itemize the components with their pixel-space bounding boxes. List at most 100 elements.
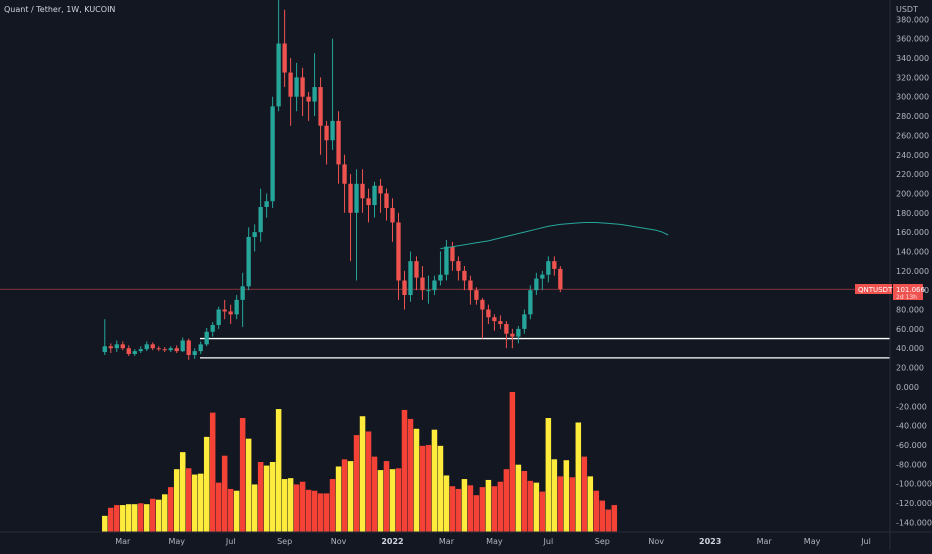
candle[interactable] xyxy=(354,169,359,281)
x-axis[interactable]: Mar May Jul Sep Nov 2022 Mar May Jul Sep Nov 2023 Ma… xyxy=(115,537,871,546)
candle[interactable] xyxy=(558,266,563,293)
candle-body xyxy=(354,183,359,213)
y-axis[interactable]: -140.000 -120.000 -100.000 -80.000 -60.000 -4… xyxy=(896,15,932,527)
candle[interactable] xyxy=(120,341,125,351)
candle[interactable] xyxy=(282,9,287,88)
candle-body xyxy=(168,348,173,351)
candle[interactable] xyxy=(180,337,185,353)
volume-bar xyxy=(401,409,408,532)
x-tick-label: Sep xyxy=(595,537,610,546)
candle[interactable] xyxy=(216,306,221,329)
candle[interactable] xyxy=(414,256,419,291)
candle-body xyxy=(180,340,185,352)
candle[interactable] xyxy=(324,120,329,165)
candle[interactable] xyxy=(462,266,467,291)
candle[interactable] xyxy=(372,181,377,218)
candle[interactable] xyxy=(402,270,407,310)
candle[interactable] xyxy=(390,198,395,242)
candle[interactable] xyxy=(228,304,233,325)
candle[interactable] xyxy=(378,178,383,213)
candle[interactable] xyxy=(444,239,449,281)
candle[interactable] xyxy=(270,96,275,208)
candle[interactable] xyxy=(210,322,215,337)
candle[interactable] xyxy=(504,321,509,349)
candle[interactable] xyxy=(330,38,335,150)
candle[interactable] xyxy=(108,343,113,354)
volume-bar xyxy=(557,476,564,532)
candle[interactable] xyxy=(456,256,461,281)
candle[interactable] xyxy=(258,188,263,242)
x-tick-label: Mar xyxy=(439,537,455,546)
candle[interactable] xyxy=(540,270,545,291)
candle[interactable] xyxy=(498,315,503,329)
candle[interactable] xyxy=(126,345,131,356)
candle[interactable] xyxy=(234,295,239,320)
candle[interactable] xyxy=(276,0,281,112)
candle[interactable] xyxy=(348,174,353,262)
candle[interactable] xyxy=(246,227,251,291)
candle-body xyxy=(186,340,191,355)
candle[interactable] xyxy=(168,346,173,353)
volume-bar xyxy=(251,484,258,532)
candle[interactable] xyxy=(336,111,341,184)
candle[interactable] xyxy=(138,346,143,354)
candle[interactable] xyxy=(516,325,521,344)
candle[interactable] xyxy=(546,256,551,283)
candle[interactable] xyxy=(492,314,497,331)
candle-body xyxy=(252,232,257,237)
candle[interactable] xyxy=(204,327,209,347)
candle[interactable] xyxy=(186,338,191,360)
candle[interactable] xyxy=(162,347,167,353)
candle[interactable] xyxy=(474,287,479,305)
candle[interactable] xyxy=(510,328,515,349)
candle[interactable] xyxy=(264,193,269,218)
candle[interactable] xyxy=(318,77,323,155)
candle-body xyxy=(264,201,269,207)
candle[interactable] xyxy=(486,304,491,325)
candle[interactable] xyxy=(174,345,179,354)
candle[interactable] xyxy=(192,348,197,359)
candle[interactable] xyxy=(468,275,473,305)
candle[interactable] xyxy=(150,342,155,351)
candle[interactable] xyxy=(240,272,245,327)
candle[interactable] xyxy=(306,91,311,121)
candle[interactable] xyxy=(312,53,317,117)
candle[interactable] xyxy=(156,346,161,352)
candle[interactable] xyxy=(528,285,533,320)
candle[interactable] xyxy=(480,297,485,339)
candle[interactable] xyxy=(384,188,389,221)
candle[interactable] xyxy=(420,266,425,300)
candle[interactable] xyxy=(294,62,299,112)
candle[interactable] xyxy=(288,58,293,126)
candle[interactable] xyxy=(252,224,257,252)
candle[interactable] xyxy=(438,251,443,286)
candle-body xyxy=(102,346,107,353)
candle[interactable] xyxy=(360,169,365,213)
candle[interactable] xyxy=(342,154,347,213)
candle-body xyxy=(480,299,485,310)
candle[interactable] xyxy=(432,275,437,296)
candle[interactable] xyxy=(366,188,371,223)
candle-body xyxy=(432,280,437,291)
candle-body xyxy=(468,280,473,291)
candle[interactable] xyxy=(552,256,557,276)
volume-bar xyxy=(383,461,390,532)
candle[interactable] xyxy=(396,212,401,300)
candle[interactable] xyxy=(426,275,431,304)
candle[interactable] xyxy=(114,340,119,353)
candle[interactable] xyxy=(408,251,413,302)
candle[interactable] xyxy=(222,299,227,320)
candle[interactable] xyxy=(132,349,137,356)
volume-bar xyxy=(311,490,318,532)
y-tick-label: 200.000 xyxy=(896,189,929,198)
candle[interactable] xyxy=(534,272,539,296)
candle[interactable] xyxy=(102,319,107,355)
candle[interactable] xyxy=(300,67,305,117)
candle[interactable] xyxy=(198,341,203,355)
volume-bar xyxy=(563,460,570,532)
candle-body xyxy=(318,87,323,126)
candle[interactable] xyxy=(522,309,527,334)
y-tick-label: 340.000 xyxy=(896,54,929,63)
candle[interactable] xyxy=(144,341,149,352)
